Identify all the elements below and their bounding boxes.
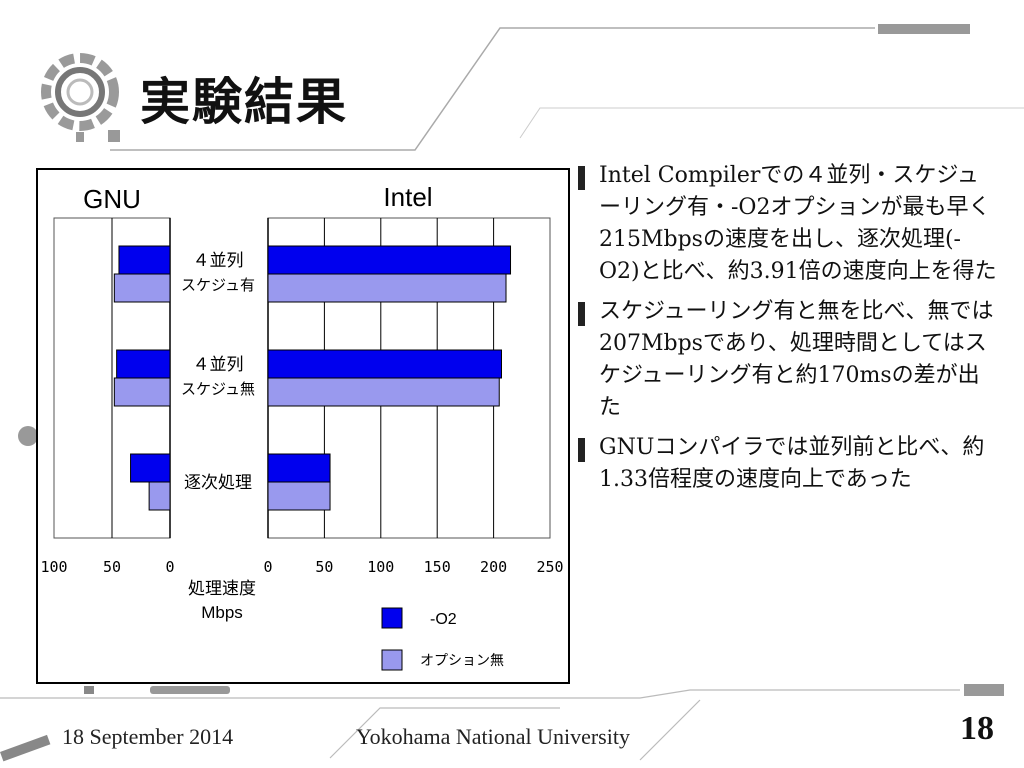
- bullet-text: Intel Compilerでの４並列・スケジューリング有・-O2オプションが最…: [599, 163, 997, 284]
- intel-tick-label: 150: [424, 558, 451, 576]
- intel-tick-label: 250: [536, 558, 563, 576]
- gear-logo-icon: [41, 53, 120, 142]
- legend-swatch-none: [381, 649, 403, 671]
- footer-date: 18 September 2014: [62, 724, 234, 749]
- intel-bar: [267, 349, 502, 379]
- bullet-item: GNUコンパイラでは並列前と比べ、約1.33倍程度の速度向上であった: [578, 432, 998, 496]
- bullet-text: GNUコンパイラでは並列前と比べ、約1.33倍程度の速度向上であった: [599, 435, 985, 492]
- gnu-bar: [113, 377, 171, 407]
- intel-bar: [267, 245, 512, 275]
- bullet-marker: [578, 438, 585, 462]
- legend-label-none: オプション無: [420, 653, 504, 669]
- intel-tick-label: 200: [480, 558, 507, 576]
- intel-panel-title: Intel: [383, 182, 432, 212]
- gnu-bar: [113, 273, 171, 303]
- intel-bar: [267, 273, 507, 303]
- x-axis-unit: Mbps: [201, 603, 243, 622]
- bullet-item: スケジューリング有と無を比べ、無では207Mbpsであり、処理時間としてはスケジ…: [578, 296, 998, 424]
- gnu-bar: [118, 245, 171, 275]
- intel-bar: [267, 481, 331, 511]
- gnu-bar: [130, 453, 171, 483]
- category-label: スケジュ無: [181, 380, 255, 398]
- footer-university: Yokohama National University: [356, 724, 630, 749]
- intel-bar: [267, 453, 331, 483]
- category-label: 逐次処理: [184, 473, 252, 493]
- gnu-bar: [148, 481, 171, 511]
- bullet-marker: [578, 166, 585, 190]
- page-number: 18: [960, 710, 994, 747]
- gnu-tick-label: 100: [40, 558, 67, 576]
- category-label: ４並列: [193, 251, 244, 271]
- chart-panel: GNU Intel ４並列 スケジュ有 ４並列 スケジュ無 逐次処理 100 50 0 0 50 100…: [36, 168, 570, 684]
- intel-tick-label: 50: [315, 558, 333, 576]
- bullet-item: Intel Compilerでの４並列・スケジューリング有・-O2オプションが最…: [578, 160, 998, 288]
- gnu-panel-title: GNU: [83, 184, 141, 214]
- gnu-bar: [116, 349, 171, 379]
- legend-swatch-o2: [381, 607, 403, 629]
- x-axis-label: 処理速度: [188, 579, 256, 599]
- legend-label-o2: -O2: [430, 611, 457, 628]
- bullet-text: スケジューリング有と無を比べ、無では207Mbpsであり、処理時間としてはスケジ…: [599, 299, 994, 420]
- gnu-tick-label: 50: [103, 558, 121, 576]
- intel-bar: [267, 377, 500, 407]
- slide-title: 実験結果: [140, 73, 348, 131]
- gnu-tick-label: 0: [165, 558, 174, 576]
- bullet-marker: [578, 302, 585, 326]
- bullet-list: Intel Compilerでの４並列・スケジューリング有・-O2オプションが最…: [578, 160, 998, 504]
- intel-tick-label: 100: [367, 558, 394, 576]
- category-label: ４並列: [193, 355, 244, 375]
- category-label: スケジュ有: [181, 276, 255, 294]
- intel-tick-label: 0: [263, 558, 272, 576]
